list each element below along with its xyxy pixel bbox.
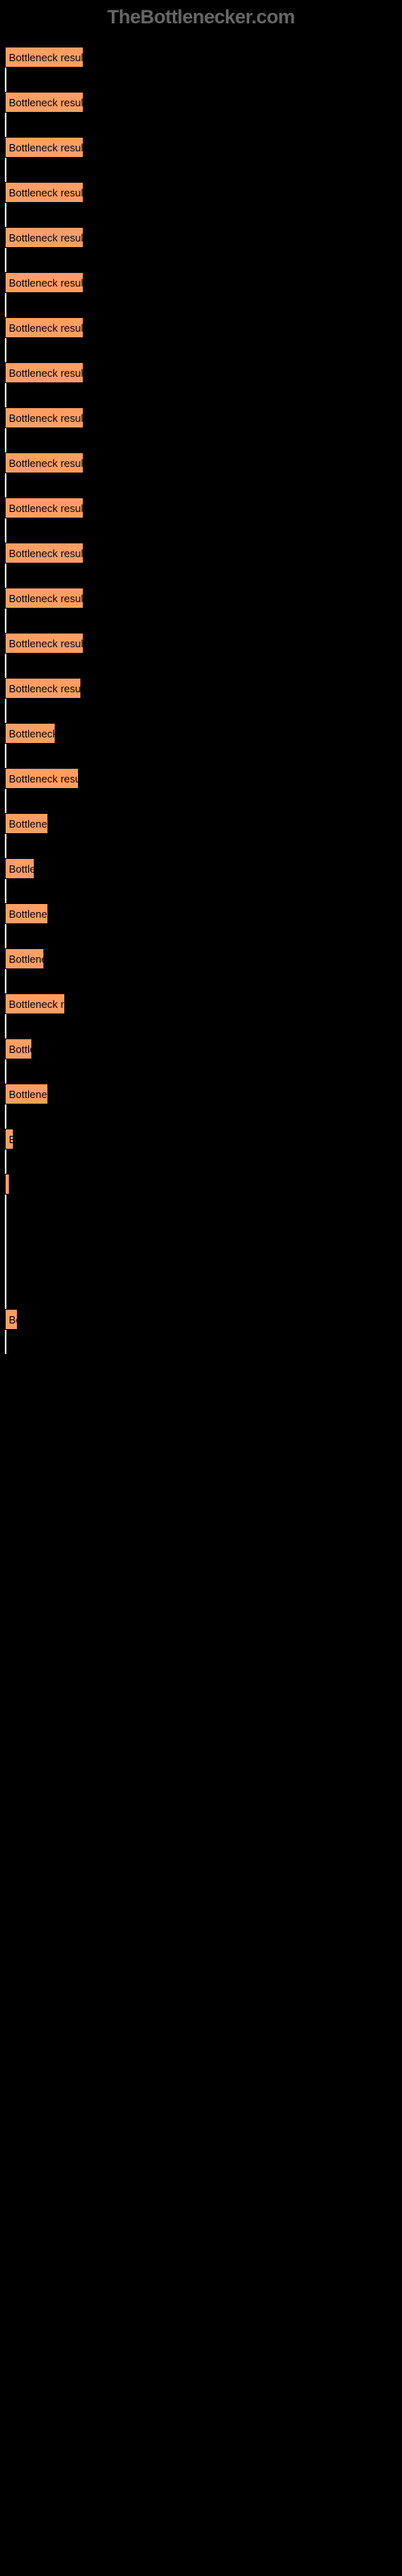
chart-row: Bottler — [5, 858, 402, 879]
bottleneck-bar[interactable]: Bo — [5, 1309, 18, 1330]
bottleneck-bar[interactable]: Bottleneck r — [5, 993, 65, 1014]
bottleneck-bar[interactable]: Bottler — [5, 858, 35, 879]
chart-row — [5, 1219, 402, 1240]
chart-row: Bottleneck r — [5, 993, 402, 1014]
chart-row: Bo — [5, 1309, 402, 1330]
bottleneck-bar[interactable]: Bottleneck result — [5, 543, 84, 564]
bottleneck-chart: Bottleneck result Bottleneck result Bottle… — [0, 39, 402, 1330]
chart-row: Bottlenec — [5, 1084, 402, 1104]
chart-row: Bottleneck result — [5, 588, 402, 609]
bottleneck-bar[interactable]: Bottleneck result — [5, 407, 84, 428]
chart-row: Bottleneck result — [5, 633, 402, 654]
bottleneck-bar[interactable]: Bottleneck result — [5, 588, 84, 609]
chart-row: Bottleneck result — [5, 272, 402, 293]
bottleneck-bar[interactable]: Bottleneck — [5, 723, 55, 744]
bottleneck-bar[interactable]: Bottleneck result — [5, 452, 84, 473]
bottleneck-bar[interactable]: Bottleneck result — [5, 678, 81, 699]
bottleneck-bar[interactable]: Bottle — [5, 1038, 32, 1059]
site-logo: TheBottlenecker.com — [0, 0, 402, 39]
chart-row: Bottleneck result — [5, 362, 402, 383]
chart-row: Bottleneck result — [5, 497, 402, 518]
chart-row: Bottleneck result — [5, 317, 402, 338]
chart-row — [5, 1174, 402, 1195]
bottleneck-bar[interactable]: Bottleneck result — [5, 137, 84, 158]
bottleneck-bar[interactable]: Bottleneck result — [5, 227, 84, 248]
chart-row: B — [5, 1129, 402, 1150]
bottleneck-bar[interactable]: Bottlenec — [5, 1084, 48, 1104]
chart-row: Bottleneck result — [5, 92, 402, 113]
chart-row: Bottleneck result — [5, 678, 402, 699]
bottleneck-bar[interactable]: Bottleneck — [5, 813, 48, 834]
chart-row: Bottleneck result — [5, 452, 402, 473]
bottleneck-bar[interactable]: B — [5, 1129, 14, 1150]
chart-row: Bottleneck result — [5, 137, 402, 158]
chart-row: Bottleneck — [5, 723, 402, 744]
bottleneck-bar[interactable]: Bottleneck result — [5, 92, 84, 113]
chart-row: Bottle — [5, 1038, 402, 1059]
bottleneck-bar[interactable]: Bottleneck — [5, 903, 48, 924]
bottleneck-bar[interactable]: Bottlene — [5, 948, 44, 969]
bottleneck-bar[interactable]: Bottleneck result — [5, 497, 84, 518]
bottleneck-bar[interactable] — [5, 1174, 10, 1195]
bottleneck-bar[interactable]: Bottleneck result — [5, 47, 84, 68]
chart-row: Bottleneck — [5, 813, 402, 834]
chart-row: Bottleneck — [5, 903, 402, 924]
bottleneck-bar[interactable]: Bottleneck result — [5, 182, 84, 203]
chart-row: Bottleneck result — [5, 182, 402, 203]
bottleneck-bar[interactable]: Bottleneck result — [5, 272, 84, 293]
bottleneck-bar[interactable]: Bottleneck result — [5, 362, 84, 383]
bottleneck-bar[interactable]: Bottleneck result — [5, 633, 84, 654]
chart-row: Bottlene — [5, 948, 402, 969]
chart-row: Bottleneck result — [5, 227, 402, 248]
chart-row: Bottleneck result — [5, 768, 402, 789]
chart-row: Bottleneck result — [5, 543, 402, 564]
bottleneck-bar[interactable]: Bottleneck result — [5, 317, 84, 338]
bottleneck-bar[interactable]: Bottleneck result — [5, 768, 79, 789]
chart-row: Bottleneck result — [5, 407, 402, 428]
chart-row: Bottleneck result — [5, 47, 402, 68]
chart-row — [5, 1264, 402, 1285]
